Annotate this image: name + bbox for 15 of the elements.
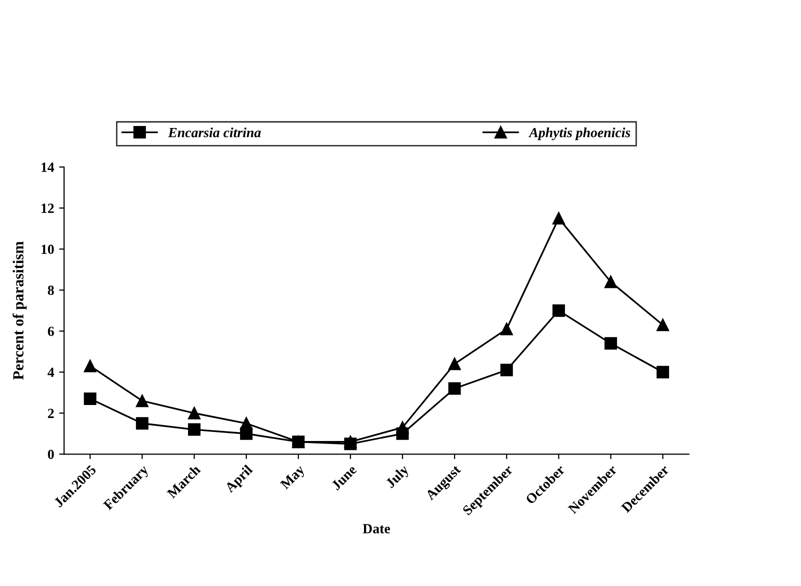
y-tick-label: 4 bbox=[48, 368, 54, 377]
y-tick-label: 0 bbox=[48, 450, 54, 460]
y-tick-label: 12 bbox=[42, 204, 54, 213]
y-tick-label: 8 bbox=[48, 286, 54, 296]
y-tick-label: 14 bbox=[42, 162, 54, 172]
x-tick-label: July bbox=[384, 464, 412, 490]
y-tick-label: 10 bbox=[42, 244, 54, 254]
y-tick-label: 6 bbox=[48, 326, 54, 336]
legend-label: Encarsia citrina bbox=[168, 128, 261, 138]
x-axis-title: Date bbox=[362, 524, 390, 534]
y-axis-title: Percent of parasitism bbox=[12, 241, 27, 380]
x-tick-label: May bbox=[280, 464, 308, 492]
y-tick-label: 2 bbox=[48, 408, 54, 418]
x-tick-label: June bbox=[331, 464, 358, 491]
legend-label: Aphytis phoenicis bbox=[528, 128, 630, 140]
